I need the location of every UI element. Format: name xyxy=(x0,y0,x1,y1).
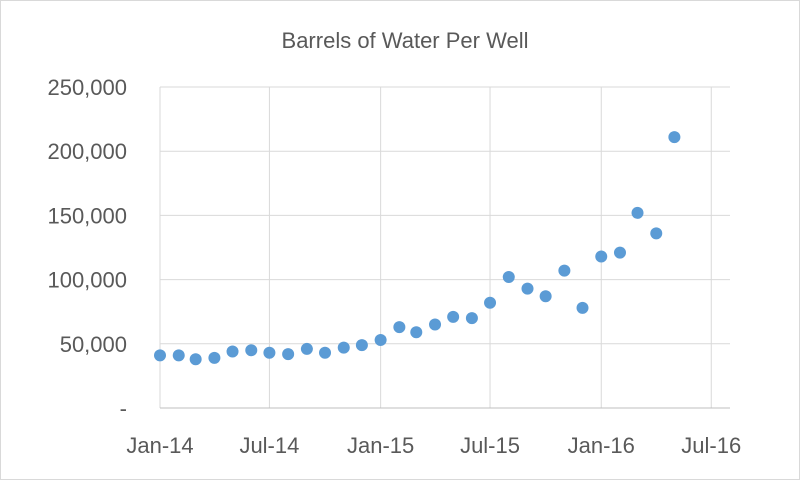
data-point xyxy=(521,282,534,295)
y-tick-label: 250,000 xyxy=(47,75,127,100)
y-tick-label: 50,000 xyxy=(60,332,127,357)
data-point xyxy=(172,349,185,362)
data-point xyxy=(319,346,332,359)
data-point xyxy=(245,344,258,357)
data-point xyxy=(668,131,681,144)
data-point xyxy=(613,246,626,259)
data-point xyxy=(429,318,442,331)
y-tick-labels: - 50,000 100,000 150,000 200,000 250,000 xyxy=(47,75,127,421)
grid-layer xyxy=(159,86,730,408)
x-tick-label: Jan-16 xyxy=(568,433,635,458)
data-point xyxy=(484,296,497,309)
data-point xyxy=(447,310,460,323)
data-point xyxy=(410,326,423,339)
x-tick-label: Jan-14 xyxy=(126,433,193,458)
data-point xyxy=(558,264,571,277)
data-point xyxy=(650,227,663,240)
data-point xyxy=(208,351,221,364)
data-point xyxy=(576,301,589,314)
data-points xyxy=(154,131,681,366)
data-point xyxy=(263,346,276,359)
y-tick-label: 100,000 xyxy=(47,268,127,293)
x-tick-label: Jul-16 xyxy=(681,433,741,458)
y-tick-label: 150,000 xyxy=(47,203,127,228)
data-point xyxy=(595,250,608,263)
data-point xyxy=(282,348,295,361)
y-tick-label: 200,000 xyxy=(47,139,127,164)
data-point xyxy=(154,349,166,362)
data-point xyxy=(393,321,406,334)
data-point xyxy=(539,290,552,303)
data-point xyxy=(226,345,239,358)
data-point xyxy=(337,341,350,354)
data-point xyxy=(374,333,387,346)
x-tick-label: Jan-15 xyxy=(347,433,414,458)
x-tick-label: Jul-15 xyxy=(460,433,520,458)
data-point xyxy=(631,206,644,219)
chart-title: Barrels of Water Per Well xyxy=(282,28,529,53)
x-tick-labels: Jan-14 Jul-14 Jan-15 Jul-15 Jan-16 Jul-16 xyxy=(126,433,741,458)
y-tick-label: - xyxy=(120,396,127,421)
data-point xyxy=(465,312,478,325)
data-point xyxy=(189,353,202,366)
x-tick-label: Jul-14 xyxy=(239,433,299,458)
data-point xyxy=(355,339,368,352)
data-point xyxy=(300,342,313,355)
data-point xyxy=(502,271,515,284)
